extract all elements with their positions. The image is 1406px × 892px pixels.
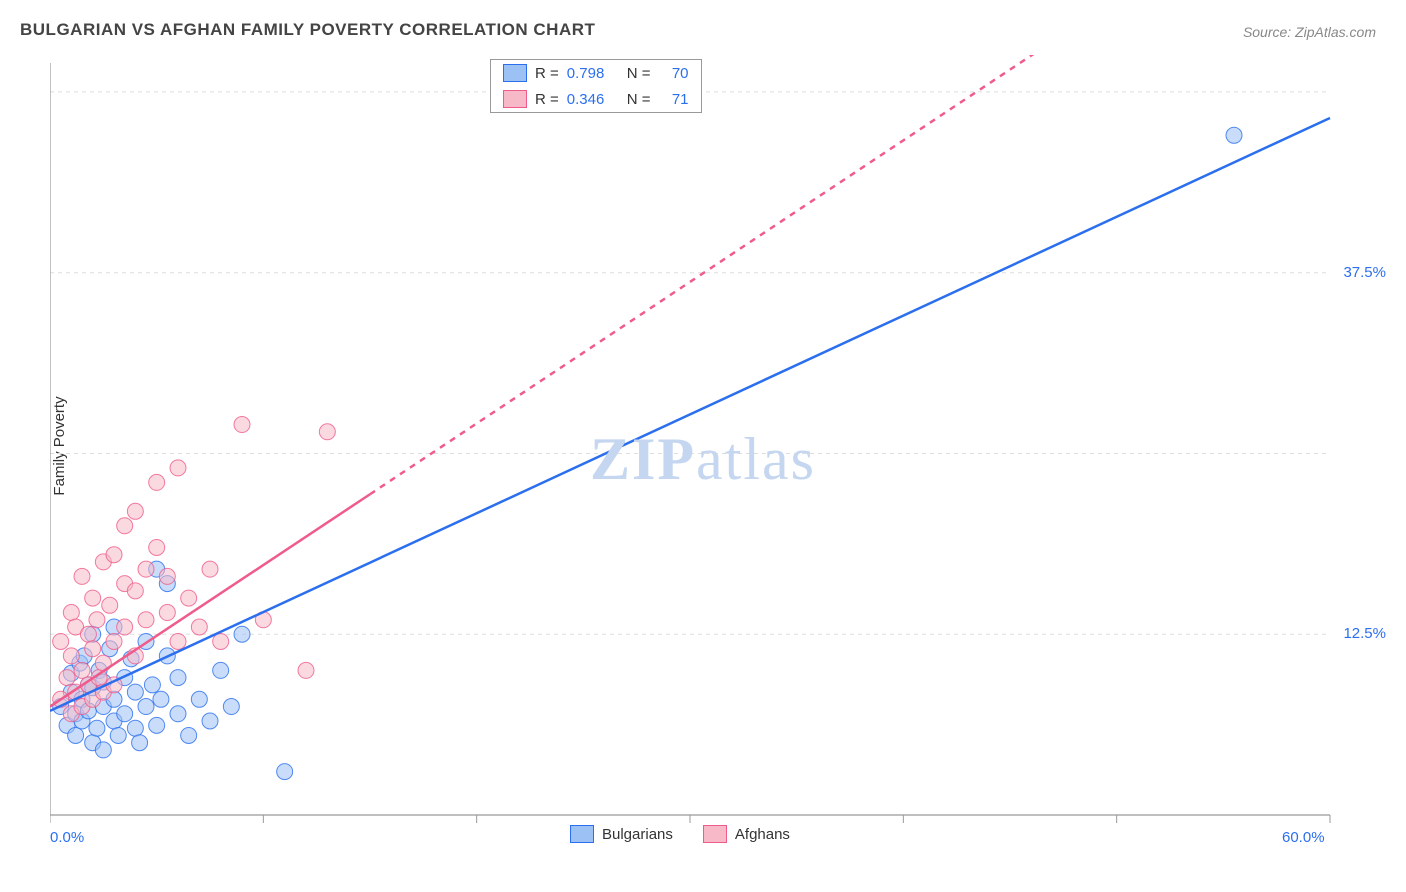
legend-swatch xyxy=(570,825,594,843)
legend-row: R = 0.346 N = 71 xyxy=(491,86,701,112)
legend-r-value: 0.798 xyxy=(567,65,619,82)
legend-swatch xyxy=(703,825,727,843)
y-tick-label: 12.5% xyxy=(1326,625,1386,642)
source-prefix: Source: xyxy=(1243,24,1295,40)
source-attribution: Source: ZipAtlas.com xyxy=(1243,24,1376,40)
chart-plot-area: ZIPatlas R =0.798N =70R =0.346N =71 12.5… xyxy=(50,55,1386,840)
legend-r-label: R = xyxy=(535,65,559,82)
series-legend-item: Bulgarians xyxy=(570,825,673,843)
legend-r-label: R = xyxy=(535,91,559,108)
source-name: ZipAtlas.com xyxy=(1295,24,1376,40)
legend-n-value: 71 xyxy=(659,91,689,108)
series-legend: Bulgarians Afghans xyxy=(570,825,790,843)
legend-row: R = 0.798 N = 70 xyxy=(491,60,701,86)
series-name: Bulgarians xyxy=(602,826,673,843)
chart-title: BULGARIAN VS AFGHAN FAMILY POVERTY CORRE… xyxy=(20,20,595,40)
x-tick-label: 0.0% xyxy=(50,829,84,846)
chart-svg xyxy=(50,55,1386,840)
y-tick-label: 37.5% xyxy=(1326,264,1386,281)
legend-swatch xyxy=(503,90,527,108)
x-tick-label: 60.0% xyxy=(1282,829,1325,846)
series-name: Afghans xyxy=(735,826,790,843)
legend-r-value: 0.346 xyxy=(567,91,619,108)
legend-n-value: 70 xyxy=(659,65,689,82)
legend-n-label: N = xyxy=(627,65,651,82)
legend-swatch xyxy=(503,64,527,82)
correlation-legend: R = 0.798 N = 70 R = 0.346 N = 71 xyxy=(490,59,702,113)
series-legend-item: Afghans xyxy=(703,825,790,843)
legend-n-label: N = xyxy=(627,91,651,108)
